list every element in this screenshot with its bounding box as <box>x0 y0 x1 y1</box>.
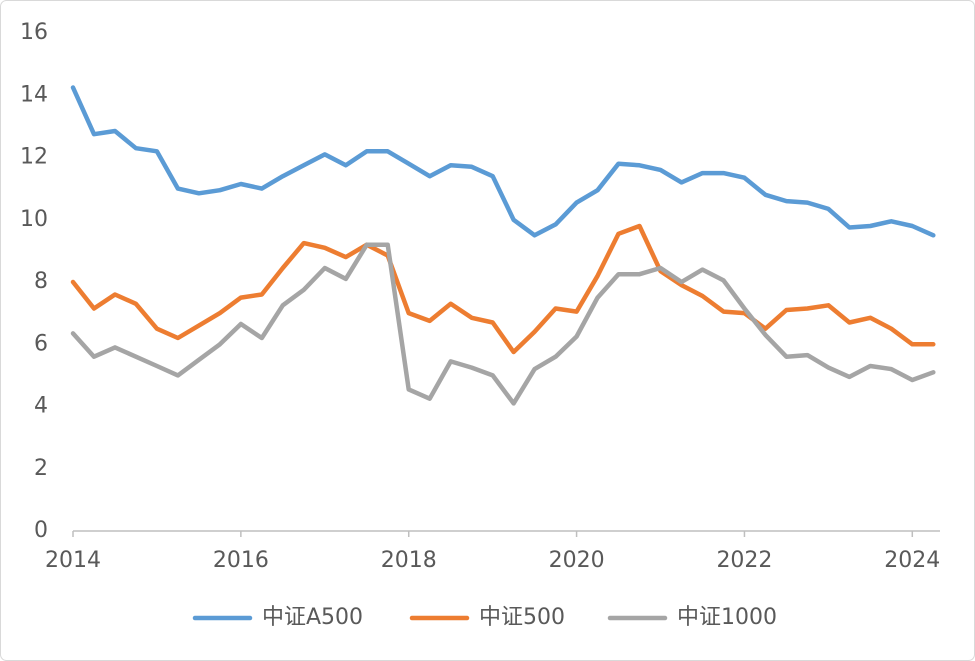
x-tick-label: 2014 <box>45 548 101 573</box>
y-tick-label: 0 <box>34 518 48 543</box>
y-tick-label: 6 <box>34 331 48 356</box>
x-tick-label: 2018 <box>381 548 437 573</box>
legend-label: 中证1000 <box>677 605 777 630</box>
y-tick-label: 4 <box>34 394 48 419</box>
x-tick-label: 2016 <box>213 548 269 573</box>
y-tick-label: 16 <box>20 20 48 45</box>
series-line <box>70 223 936 355</box>
y-tick-label: 10 <box>20 207 48 232</box>
y-tick-label: 2 <box>34 456 48 481</box>
series-line <box>70 85 936 238</box>
y-tick-label: 14 <box>20 82 48 107</box>
y-tick-label: 8 <box>34 269 48 294</box>
series-line <box>70 242 936 406</box>
legend-label: 中证A500 <box>262 605 363 630</box>
legend-label: 中证500 <box>479 605 565 630</box>
x-tick-label: 2022 <box>716 548 772 573</box>
x-tick-label: 2024 <box>884 548 940 573</box>
y-tick-label: 12 <box>20 145 48 170</box>
x-tick-label: 2020 <box>549 548 605 573</box>
